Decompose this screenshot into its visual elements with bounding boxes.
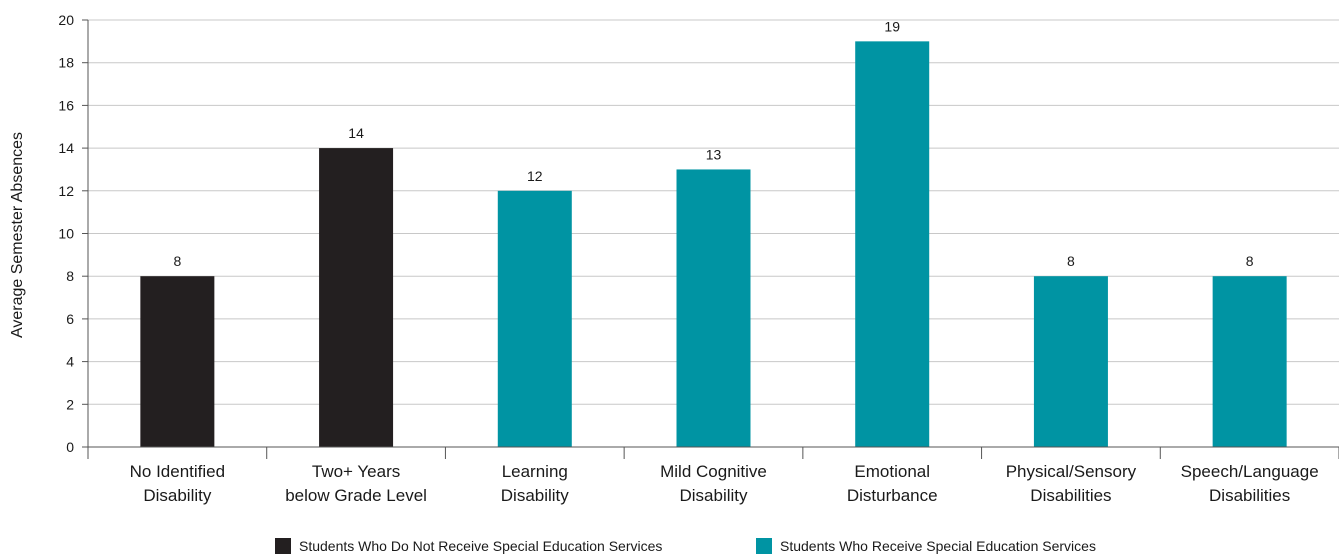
bars: [140, 41, 1287, 448]
x-tick-label: Speech/Language: [1181, 462, 1319, 481]
bar: [140, 276, 215, 447]
y-tick-label: 18: [58, 55, 74, 71]
x-tick-label: Physical/Sensory: [1006, 462, 1137, 481]
x-tick-label: Disability: [143, 486, 212, 505]
category-labels: No Identified Disability Two+ Years below G…: [130, 462, 1319, 505]
x-tick-label: No Identified: [130, 462, 225, 481]
axes: [87, 20, 1339, 459]
y-tick-label: 10: [58, 226, 74, 242]
y-tick-label: 12: [58, 183, 74, 199]
x-tick-label: Disabilities: [1030, 486, 1111, 505]
y-tick-labels: 0 2 4 6 8 10 12 14 16 18 20: [58, 12, 74, 455]
x-tick-label: below Grade Level: [285, 486, 427, 505]
bar: [497, 190, 572, 448]
data-label: 13: [706, 146, 722, 162]
x-tick-label: Disabilities: [1209, 486, 1290, 505]
legend-item-not-receiving: Students Who Do Not Receive Special Educ…: [275, 538, 662, 554]
legend-label-receiving: Students Who Receive Special Education S…: [780, 538, 1096, 554]
bar: [1033, 276, 1108, 447]
data-label: 12: [527, 168, 543, 184]
y-tick-label: 0: [66, 439, 74, 455]
y-tick-label: 8: [66, 268, 74, 284]
x-tick-label: Disability: [679, 486, 748, 505]
data-label: 8: [1246, 253, 1254, 269]
y-tick-label: 20: [58, 12, 74, 28]
x-tick-label: Learning: [502, 462, 568, 481]
data-label: 8: [1067, 253, 1075, 269]
y-tick-label: 6: [66, 311, 74, 327]
data-label: 14: [348, 125, 364, 141]
x-tick-label: Disturbance: [847, 486, 938, 505]
y-tick-label: 2: [66, 396, 74, 412]
legend: Students Who Do Not Receive Special Educ…: [0, 538, 1339, 557]
x-tick-label: Emotional: [854, 462, 930, 481]
y-axis-label: Average Semester Absences: [9, 132, 26, 338]
y-tick-label: 14: [58, 140, 74, 156]
bar: [676, 169, 751, 447]
y-tick-label: 4: [66, 354, 74, 370]
data-labels: 8 14 12 13 19 8 8: [173, 18, 1253, 269]
data-label: 19: [884, 18, 900, 34]
x-tick-label: Two+ Years: [312, 462, 400, 481]
data-label: 8: [173, 253, 181, 269]
bar: [855, 41, 930, 447]
y-tick-label: 16: [58, 97, 74, 113]
x-tick-label: Mild Cognitive: [660, 462, 767, 481]
legend-item-receiving: Students Who Receive Special Education S…: [756, 538, 1096, 554]
x-tick-label: Disability: [501, 486, 570, 505]
legend-swatch-receiving: [756, 538, 772, 554]
legend-swatch-not-receiving: [275, 538, 291, 554]
bar: [1212, 276, 1287, 447]
bar: [319, 148, 394, 447]
legend-label-not-receiving: Students Who Do Not Receive Special Educ…: [299, 538, 663, 554]
